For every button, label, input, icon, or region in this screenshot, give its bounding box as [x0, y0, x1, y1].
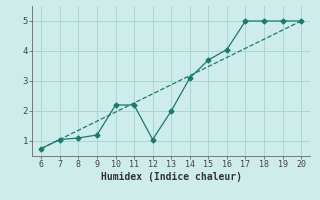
X-axis label: Humidex (Indice chaleur): Humidex (Indice chaleur) — [101, 172, 242, 182]
